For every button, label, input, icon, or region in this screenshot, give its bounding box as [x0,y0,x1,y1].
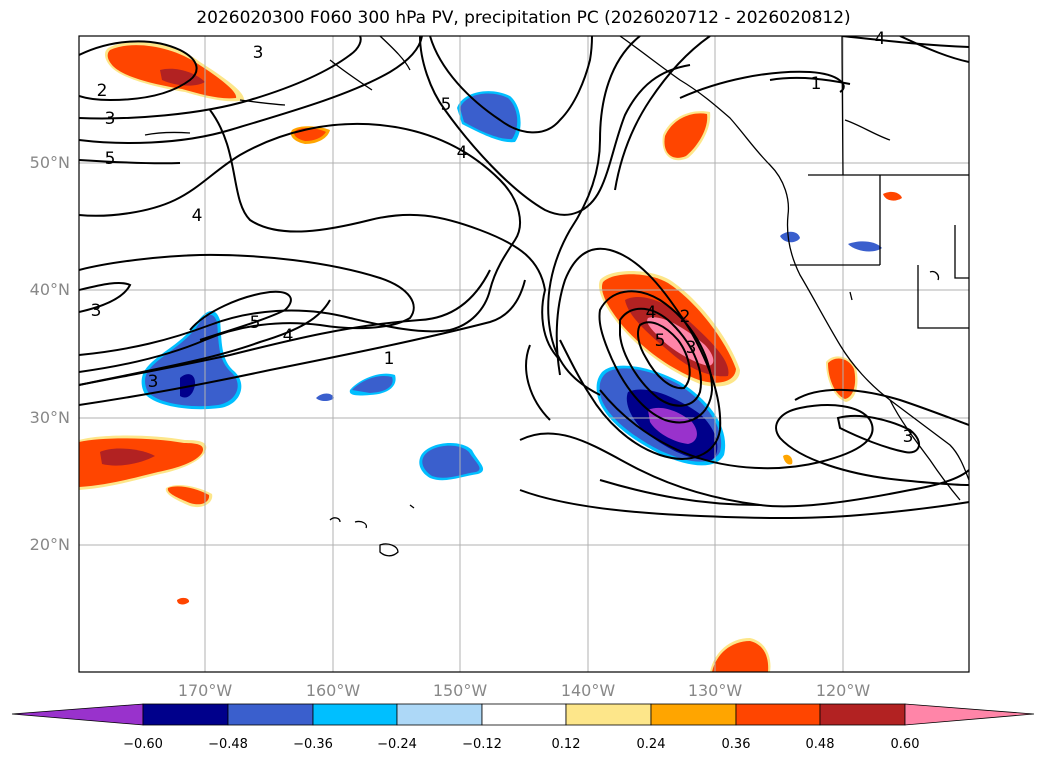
colorbar-tick: −0.12 [462,737,502,752]
colorbar-tick: −0.48 [208,737,248,752]
contour-label: 3 [91,301,102,321]
lat-label: 40°N [29,280,70,299]
lon-label: 150°W [432,681,488,700]
colorbar-tick: 0.24 [636,737,666,752]
colorbar-tick: −0.24 [377,737,417,752]
contour-label: 4 [875,29,886,49]
contour-label: 4 [646,303,657,323]
lon-label: 120°W [815,681,871,700]
contour-labels: 3 2 3 5 5 4 4 3 5 4 1 3 4 5 3 2 1 4 3 [91,29,914,447]
map-frame [78,35,970,673]
precip-layer [79,41,902,672]
colorbar-tick: 0.48 [805,737,835,752]
lon-label: 170°W [177,681,233,700]
contour-label: 3 [105,109,116,129]
contour-label: 1 [384,349,395,369]
lon-label: 160°W [305,681,361,700]
colorbar-tick: 0.12 [551,737,581,752]
contour-label: 1 [811,74,822,94]
colorbar-tick: 0.60 [890,737,920,752]
colorbar-tick: −0.60 [123,737,163,752]
graticule [79,36,969,672]
contour-label: 3 [686,338,697,358]
pv-contours [79,36,969,520]
lat-label: 50°N [29,153,70,172]
lon-label: 140°W [560,681,616,700]
contour-label: 3 [148,372,159,392]
contour-label: 4 [283,326,294,346]
coastlines [144,36,969,557]
contour-label: 5 [250,313,261,333]
contour-label: 5 [105,149,116,169]
lat-label: 20°N [29,535,70,554]
colorbar-tick: −0.36 [293,737,333,752]
contour-label: 5 [441,95,452,115]
map-title: 2026020300 F060 300 hPa PV, precipitatio… [196,8,851,28]
contour-label: 2 [97,81,108,101]
colorbar-tick: 0.36 [721,737,751,752]
lon-label: 130°W [687,681,743,700]
lat-label: 30°N [29,408,70,427]
contour-label: 4 [457,143,468,163]
contour-label: 3 [903,427,914,447]
contour-label: 3 [253,43,264,63]
colorbar [11,703,1035,726]
contour-label: 2 [680,307,691,327]
contour-label: 4 [192,206,203,226]
contour-label: 5 [655,331,666,351]
